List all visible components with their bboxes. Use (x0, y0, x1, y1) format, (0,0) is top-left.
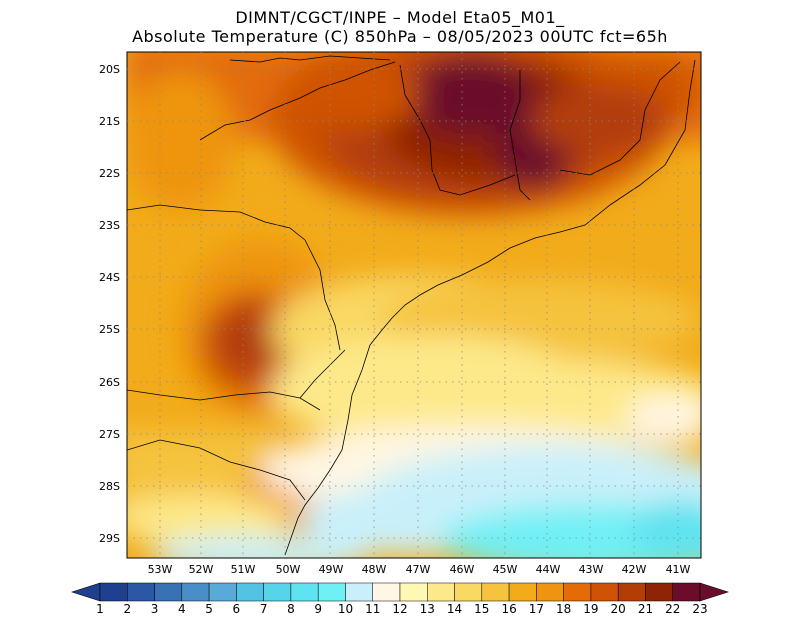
colorbar-label: 10 (338, 602, 353, 616)
colorbar-label: 20 (611, 602, 626, 616)
colorbar-label: 14 (447, 602, 462, 616)
colorbar-swatch (508, 582, 537, 602)
longitude-axis: 53W 52W 51W 50W 49W 48W 47W 46W 45W 44W … (148, 563, 691, 576)
lon-label: 48W (362, 563, 387, 576)
colorbar-swatch (127, 582, 155, 602)
colorbar-swatch (427, 582, 455, 602)
lat-label: 22S (99, 167, 120, 180)
colorbar-label: 23 (692, 602, 707, 616)
colorbar-swatch (617, 582, 646, 602)
colorbar-swatch (481, 582, 510, 602)
colorbar-swatch (290, 582, 319, 602)
lon-label: 53W (148, 563, 173, 576)
chart-title-line-2: Absolute Temperature (C) 850hPa – 08/05/… (132, 27, 668, 46)
colorbar-label: 22 (665, 602, 680, 616)
colorbar-label: 15 (474, 602, 489, 616)
colorbar-swatch (99, 582, 128, 602)
colorbar-label: 13 (420, 602, 435, 616)
lat-label: 28S (99, 480, 120, 493)
colorbar-swatch (454, 582, 483, 602)
colorbar-min-arrow (71, 582, 101, 602)
colorbar-swatch (317, 582, 346, 602)
lon-label: 44W (536, 563, 561, 576)
colorbar-swatch (208, 582, 237, 602)
colorbar-swatch (672, 582, 701, 602)
lon-label: 47W (406, 563, 431, 576)
lat-label: 25S (99, 323, 120, 336)
colorbar-label: 12 (392, 602, 407, 616)
map-frame (126, 51, 702, 559)
colorbar-swatch (345, 582, 373, 602)
colorbar-label: 3 (151, 602, 159, 616)
lat-label: 20S (99, 63, 120, 76)
lat-label: 21S (99, 115, 120, 128)
lon-label: 43W (579, 563, 604, 576)
lon-label: 50W (276, 563, 301, 576)
coastline-and-borders (127, 55, 696, 556)
colorbar-label: 18 (556, 602, 571, 616)
lon-label: 52W (189, 563, 214, 576)
colorbar-label: 7 (260, 602, 268, 616)
colorbar-label: 4 (178, 602, 186, 616)
colorbar-label: 11 (365, 602, 380, 616)
lat-label: 27S (99, 428, 120, 441)
colorbar-swatch (590, 582, 619, 602)
colorbar: 1 2 3 4 5 6 7 8 9 10 11 12 13 14 15 16 17 18 19 20 21 22 23 (71, 582, 729, 616)
colorbar-label: 6 (233, 602, 241, 616)
colorbar-label: 9 (314, 602, 322, 616)
colorbar-swatch (536, 582, 564, 602)
lat-label: 26S (99, 376, 120, 389)
lon-label: 41W (666, 563, 691, 576)
colorbar-label: 2 (123, 602, 131, 616)
lat-label: 24S (99, 271, 120, 284)
lat-label: 29S (99, 532, 120, 545)
temperature-field (127, 52, 701, 558)
lon-label: 45W (493, 563, 518, 576)
colorbar-max-arrow (699, 582, 729, 602)
colorbar-swatch (263, 582, 292, 602)
colorbar-label: 5 (205, 602, 213, 616)
colorbar-label: 19 (583, 602, 598, 616)
colorbar-swatch (154, 582, 183, 602)
colorbar-label: 17 (529, 602, 544, 616)
colorbar-swatch (645, 582, 673, 602)
lon-label: 46W (450, 563, 475, 576)
graticule (127, 52, 701, 558)
colorbar-label: 8 (287, 602, 295, 616)
chart-title-line-1: DIMNT/CGCT/INPE – Model Eta05_M01_ (235, 8, 565, 27)
colorbar-swatch (399, 582, 428, 602)
colorbar-label: 1 (96, 602, 104, 616)
colorbar-swatch (236, 582, 264, 602)
colorbar-label: 16 (501, 602, 516, 616)
colorbar-swatch (181, 582, 210, 602)
lon-label: 51W (231, 563, 256, 576)
colorbar-swatch (563, 582, 592, 602)
colorbar-swatch (372, 582, 401, 602)
colorbar-label: 21 (638, 602, 653, 616)
lon-label: 49W (319, 563, 344, 576)
lon-label: 42W (622, 563, 647, 576)
lat-label: 23S (99, 219, 120, 232)
latitude-axis: 20S 21S 22S 23S 24S 25S 26S 27S 28S 29S (99, 63, 120, 545)
